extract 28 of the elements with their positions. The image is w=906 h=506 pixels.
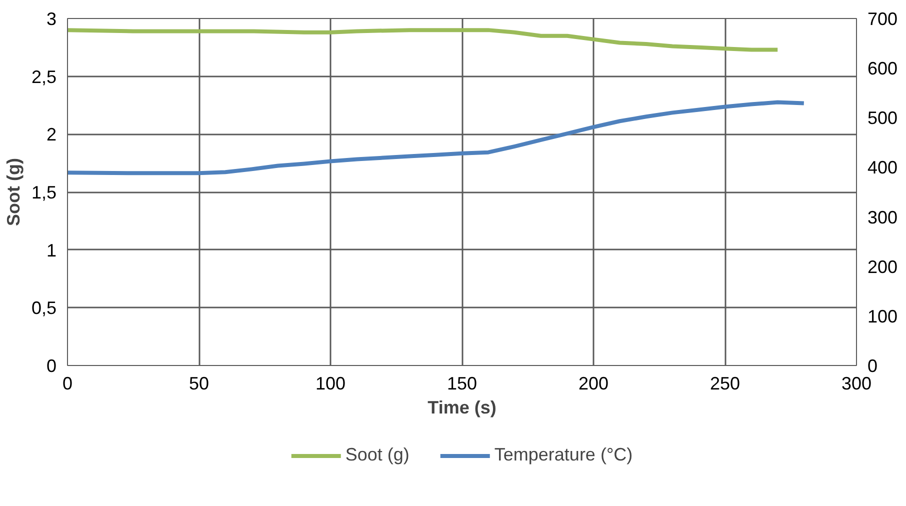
line-series [68,100,806,176]
x-axis-title: Time (s) [428,398,496,418]
y-tick-label: 0,5 [31,298,57,318]
x-tick-label: 100 [315,374,346,394]
y2-tick-label: 500 [868,108,898,128]
y-tick-label: 2 [46,124,57,145]
y-tick-label: 3 [46,9,57,29]
x-tick-label: 0 [62,374,73,394]
y2-tick-label: 600 [868,58,898,79]
y2-tick-label: 300 [868,207,898,228]
y-tick-label: 0 [46,356,57,376]
x-tick-label: 200 [578,374,609,394]
y-tick-label: 1,5 [31,182,57,202]
x-tick-label: 50 [188,374,210,394]
x-tick-label: 150 [446,374,478,394]
legend-label: Temperature (°C) [494,444,633,466]
y-tick-label: 1 [46,240,57,260]
legend-label: Soot (g) [345,444,410,466]
y-tick-label: 2,5 [31,66,57,87]
line-series [68,28,780,52]
y-axis-title: Soot (g) [3,158,24,226]
x-tick-label: 250 [710,374,740,394]
y2-tick-label: 400 [868,158,898,178]
y2-tick-label: 100 [868,306,898,326]
y2-tick-label: 0 [868,356,878,376]
y2-tick-label: 700 [868,9,898,29]
y2-tick-label: 200 [868,256,898,277]
x-tick-label: 300 [841,374,872,394]
